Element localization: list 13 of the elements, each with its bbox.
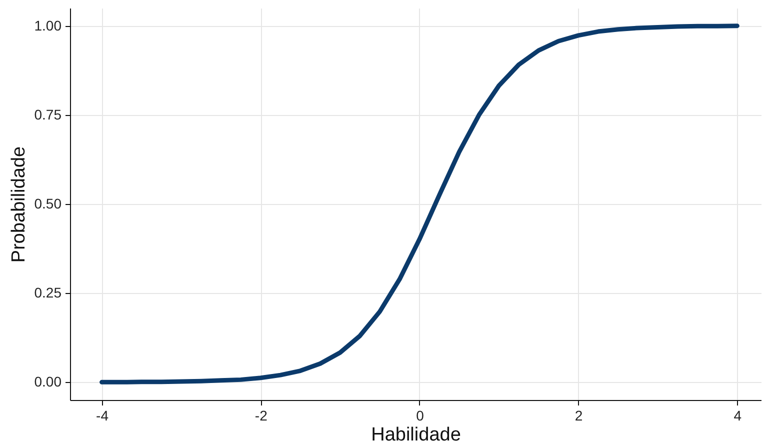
y-tick-label: 1.00 bbox=[34, 17, 62, 34]
y-tick-label: 0.75 bbox=[34, 106, 62, 122]
x-tick-label: 2 bbox=[574, 408, 583, 424]
x-axis-title: Habilidade bbox=[371, 424, 461, 446]
y-axis-title: Probabilidade bbox=[8, 146, 30, 263]
x-tick-label: -2 bbox=[254, 408, 268, 424]
y-tick-label: 0.25 bbox=[34, 284, 62, 301]
line-series bbox=[100, 24, 740, 384]
x-tick-label: 0 bbox=[416, 408, 424, 424]
x-tick-label: -4 bbox=[96, 408, 109, 424]
y-tick-label: 0.50 bbox=[34, 196, 62, 212]
x-tick-label: 4 bbox=[734, 408, 742, 424]
y-tick-label: 0.00 bbox=[34, 374, 62, 390]
